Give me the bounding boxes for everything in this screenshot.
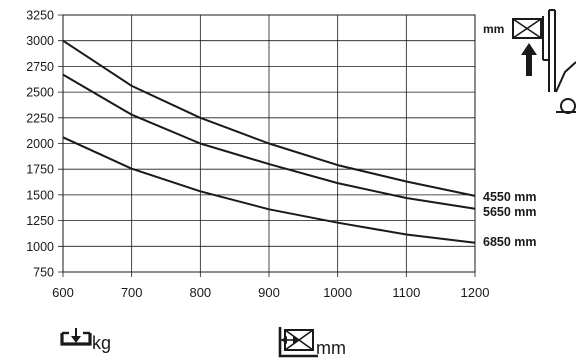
x-unit-label: mm: [316, 338, 346, 358]
series-lines: [62, 39, 476, 244]
load-weight-icon: [60, 328, 92, 346]
y-tick-label: 1750: [26, 163, 54, 177]
y-tick-label: 1250: [26, 214, 54, 228]
series-line-2: [62, 73, 476, 210]
x-tick-label: 600: [52, 285, 74, 300]
x-tick-label: 1000: [323, 285, 352, 300]
y-tick-label: 750: [33, 266, 54, 280]
y-unit-label: kg: [92, 333, 111, 353]
series-line-3: [62, 136, 476, 244]
x-tick-label: 900: [258, 285, 280, 300]
x-axis-ticks: 600 700 800 900 1000 1100 1200: [52, 285, 489, 300]
plot-border: [62, 14, 476, 273]
y-tick-label: 3000: [26, 34, 54, 48]
series-label-2: 5650 mm: [483, 205, 537, 219]
x-tick-label: 800: [189, 285, 211, 300]
series-line-1: [62, 39, 476, 197]
series-label-3: 6850 mm: [483, 235, 537, 249]
x-tick-label: 1100: [392, 285, 420, 300]
y-axis-ticks: 750 1000 1250 1500 1750 2000 2250 2500 2750 3000 3…: [26, 9, 54, 280]
load-center-icon: [278, 327, 318, 358]
y-tick-label: 2500: [26, 86, 54, 100]
y-tick-label: 3250: [26, 9, 54, 23]
forklift-lift-icon: mm: [483, 9, 576, 114]
series-label-1: 4550 mm: [483, 190, 537, 204]
y-tick-label: 1000: [26, 240, 54, 254]
y-tick-label: 2000: [26, 137, 54, 151]
plot-frame: [62, 14, 476, 273]
x-tick-label: 700: [121, 285, 143, 300]
x-tick-label: 1200: [461, 285, 490, 300]
y-tick-label: 2750: [26, 60, 54, 74]
y-tick-label: 1500: [26, 188, 54, 202]
chart-grid: [58, 14, 476, 277]
lift-unit-label: mm: [483, 22, 504, 36]
y-tick-label: 2250: [26, 111, 54, 125]
